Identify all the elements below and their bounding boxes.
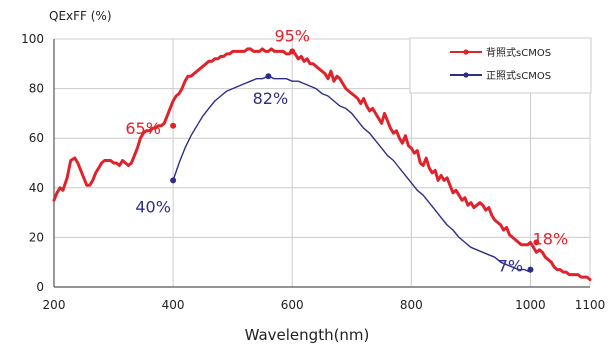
annotation-marker-2-3 <box>527 266 534 273</box>
x-tick-label-400: 400 <box>162 298 185 312</box>
y-tick-label-40: 40 <box>29 181 44 195</box>
legend-marker-series-2 <box>463 72 469 78</box>
series-line-2 <box>172 75 532 273</box>
x-tick-label-1100: 1100 <box>575 298 606 312</box>
y-tick-label-20: 20 <box>29 230 44 244</box>
annotation-marker-1-1 <box>170 122 177 129</box>
tick-labels: 0 20 40 60 80 100 200 400 600 800 1000 1100 <box>21 32 605 312</box>
annotation-label-2-3: 7% <box>498 257 523 276</box>
legend-label-series-1: 背照式sCMOS <box>486 46 551 59</box>
x-axis-label: Wavelength(nm) <box>245 326 370 344</box>
annotation-label-2-1: 40% <box>135 197 171 216</box>
x-tick-label-800: 800 <box>400 298 423 312</box>
annotation-marker-1-2 <box>289 48 296 55</box>
annotation-label-1-3: 18% <box>533 229 569 248</box>
legend-marker-series-1 <box>463 49 469 55</box>
y-tick-label-60: 60 <box>29 131 44 145</box>
legend: 背照式sCMOS 正照式sCMOS <box>409 37 592 94</box>
grid <box>54 38 591 287</box>
legend-box <box>409 37 592 94</box>
annotation-marker-2-1 <box>170 177 177 184</box>
x-tick-label-1000: 1000 <box>515 298 546 312</box>
annotation-label-1-1: 65% <box>125 119 161 138</box>
y-axis-label: QExFF (%) <box>49 9 112 23</box>
x-tick-label-200: 200 <box>43 298 66 312</box>
annotation-marker-1-3 <box>533 239 540 246</box>
series-line-1 <box>52 47 592 282</box>
series-group <box>52 47 592 282</box>
y-tick-label-100: 100 <box>21 32 44 46</box>
x-tick-label-600: 600 <box>281 298 304 312</box>
legend-label-series-2: 正照式sCMOS <box>486 69 551 82</box>
annotations: 65% 95% 18% 40% 82% 7% <box>125 26 568 275</box>
axes <box>53 39 590 288</box>
y-tick-label-0: 0 <box>36 280 44 294</box>
y-tick-label-80: 80 <box>29 82 44 96</box>
annotation-label-2-2: 82% <box>253 89 289 108</box>
annotation-label-1-2: 95% <box>274 26 310 45</box>
annotation-marker-2-2 <box>265 73 272 80</box>
